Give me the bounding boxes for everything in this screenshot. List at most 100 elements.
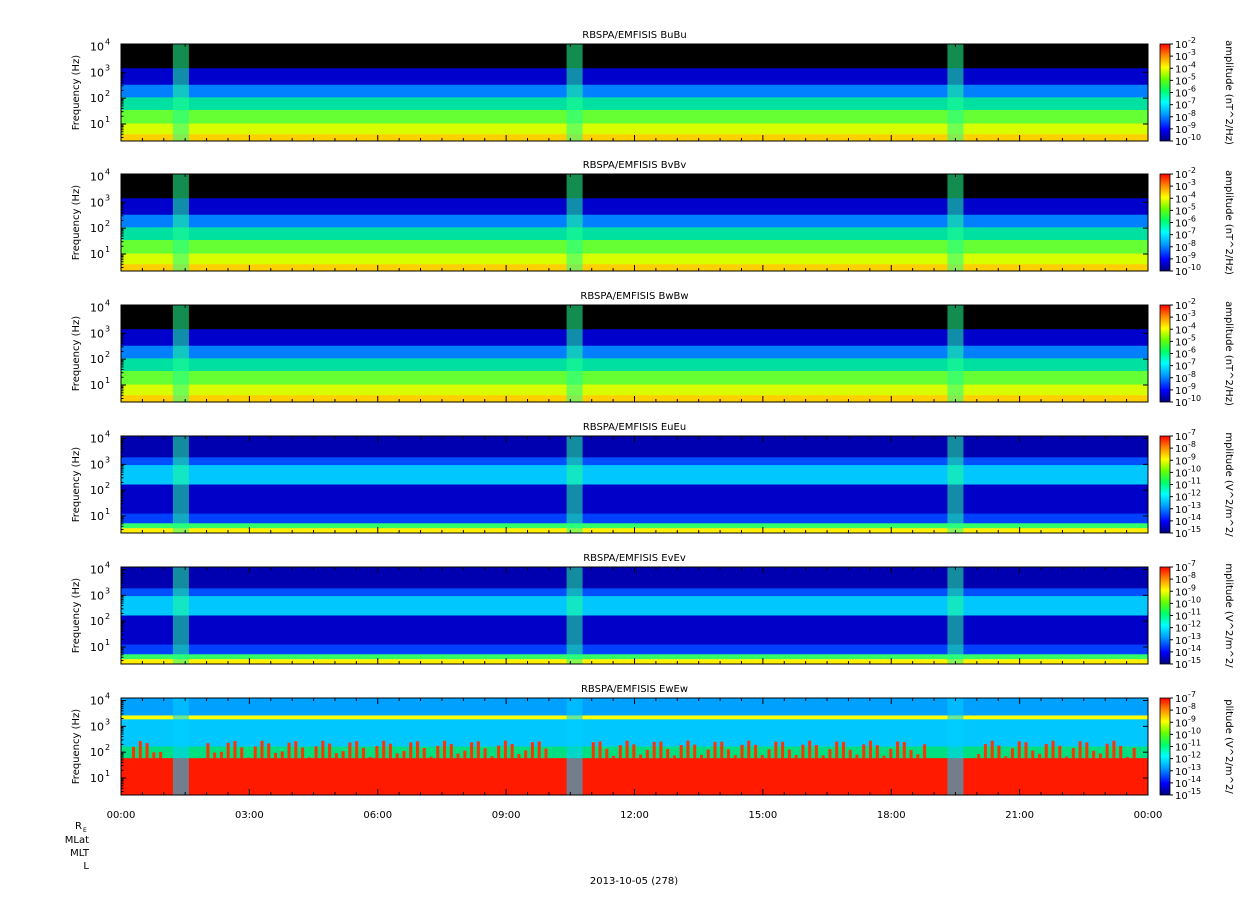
y-tick-base: 10: [90, 196, 104, 209]
spectrogram-band: [121, 329, 1148, 347]
colorbar-tick-base: 10: [1175, 337, 1188, 348]
colorbar-tick-base: 10: [1175, 718, 1188, 729]
y-tick-exponent: 4: [105, 692, 110, 701]
colorbar-gradient: [1159, 43, 1171, 142]
wave-burst: [1119, 745, 1123, 759]
wave-burst: [382, 740, 386, 759]
colorbar-tick-label: 10 -15: [1175, 525, 1201, 540]
colorbar-tick-exponent: -4: [1188, 60, 1196, 69]
wave-burst: [219, 751, 223, 759]
colorbar-tick-base: 10: [1175, 125, 1188, 136]
y-tick-base: 10: [90, 171, 104, 184]
wave-burst: [896, 741, 900, 759]
colorbar-tick-base: 10: [1175, 52, 1188, 63]
wave-burst: [841, 741, 845, 759]
wave-burst: [652, 741, 656, 759]
y-tick-label: 10 1: [90, 638, 110, 654]
y-tick-base: 10: [90, 248, 104, 261]
colorbar-tick-exponent: -12: [1188, 489, 1201, 498]
spectrogram-band: [121, 715, 1148, 720]
wave-burst: [1031, 750, 1035, 759]
colorbar-tick-exponent: -3: [1188, 309, 1196, 318]
spectrogram-band: [121, 227, 1148, 241]
y-tick-label: 10 2: [90, 350, 110, 366]
colorbar-tick-base: 10: [1175, 505, 1188, 516]
colorbar-tick-label: 10 -2: [1175, 297, 1196, 312]
wave-burst: [368, 756, 372, 759]
y-tick-label: 10 2: [90, 743, 110, 759]
panel-title: RBSPA/EMFISIS EwEw: [581, 684, 688, 695]
wave-burst: [720, 741, 724, 759]
wave-burst: [537, 741, 541, 759]
wave-burst: [754, 744, 758, 759]
colorbar-tick-exponent: -7: [1188, 690, 1196, 699]
x-tick-label: 12:00: [620, 810, 649, 821]
wave-burst: [152, 752, 156, 759]
y-tick-label: 10 3: [90, 586, 110, 602]
colorbar-tick-exponent: -9: [1188, 583, 1196, 592]
colorbar-tick-base: 10: [1175, 743, 1188, 754]
colorbar-tick-label: 10 -6: [1175, 85, 1196, 100]
perigee-feature: [947, 174, 964, 271]
y-tick-exponent: 1: [105, 245, 110, 254]
perigee-feature: [172, 698, 189, 795]
y-axis-label: Frequency (Hz): [71, 55, 82, 131]
wave-burst: [1004, 756, 1008, 759]
wave-burst: [422, 748, 426, 759]
colorbar-tick-base: 10: [1175, 493, 1188, 504]
spectrogram-band: [121, 523, 1148, 529]
spectrogram-image: [121, 567, 1148, 665]
y-tick-exponent: 2: [105, 481, 110, 490]
y-tick-base: 10: [90, 564, 104, 577]
wave-burst: [524, 750, 528, 759]
colorbar-tick-label: 10 -8: [1175, 702, 1196, 717]
colorbar-tick-base: 10: [1175, 648, 1188, 659]
y-tick-base: 10: [90, 720, 104, 733]
y-tick-exponent: 4: [105, 38, 110, 47]
perigee-feature: [172, 305, 189, 402]
y-tick-base: 10: [90, 302, 104, 315]
y-tick-label: 10 1: [90, 769, 110, 785]
colorbar-tick-label: 10 -13: [1175, 632, 1201, 647]
wave-burst: [1010, 748, 1014, 759]
colorbar-tick-exponent: -12: [1188, 620, 1201, 629]
date-label: 2013-10-05 (278): [590, 876, 678, 887]
perigee-feature: [566, 44, 583, 141]
spectrogram-band: [121, 457, 1148, 466]
y-tick-base: 10: [90, 510, 104, 523]
y-tick-label: 10 2: [90, 89, 110, 105]
wave-burst: [902, 741, 906, 759]
colorbar-tick-base: 10: [1175, 468, 1188, 479]
colorbar-tick-exponent: -15: [1188, 787, 1201, 796]
colorbar-tick-base: 10: [1175, 386, 1188, 397]
x-tick-label: 03:00: [235, 810, 264, 821]
y-tick-base: 10: [90, 695, 104, 708]
colorbar-tick-base: 10: [1175, 779, 1188, 790]
perigee-feature: [172, 174, 189, 271]
x-tick-label: 21:00: [1005, 810, 1034, 821]
ephemeris-label-text: L: [83, 861, 89, 872]
colorbar-tick-label: 10 -4: [1175, 60, 1196, 75]
colorbar-tick-base: 10: [1175, 563, 1188, 574]
colorbar-tick-label: 10 -8: [1175, 370, 1196, 385]
colorbar-tick-label: 10 -7: [1175, 559, 1196, 574]
colorbar-tick-label: 10 -9: [1175, 251, 1196, 266]
wave-burst: [997, 745, 1001, 759]
colorbar-gradient: [1159, 435, 1171, 534]
x-tick-label: 00:00: [1134, 810, 1163, 821]
time-axis: 00:00 03:00 06:00 09:00 12:00 15:00 18:00 21:00…: [65, 810, 1163, 887]
wave-burst: [990, 740, 994, 759]
colorbar-tick-exponent: -6: [1188, 85, 1196, 94]
wave-burst: [787, 749, 791, 759]
x-tick-label: 00:00: [107, 810, 136, 821]
spectrogram-band: [121, 214, 1148, 228]
colorbar-tick-label: 10 -10: [1175, 263, 1201, 278]
perigee-feature: [172, 44, 189, 141]
colorbar-tick-label: 10 -5: [1175, 72, 1196, 87]
y-tick-base: 10: [90, 379, 104, 392]
colorbar-tick-base: 10: [1175, 243, 1188, 254]
colorbar-tick-exponent: -7: [1188, 428, 1196, 437]
wave-burst: [760, 755, 764, 759]
